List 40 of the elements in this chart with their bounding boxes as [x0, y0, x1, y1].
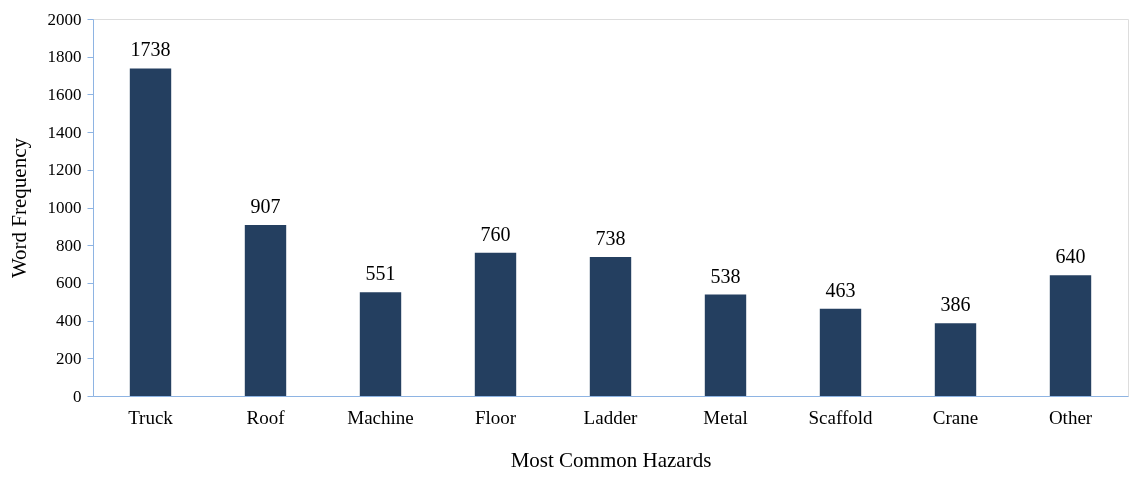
y-tick-label: 800 — [56, 235, 82, 255]
x-tick-label: Machine — [347, 406, 414, 428]
y-tick-label: 0 — [73, 386, 82, 406]
y-tick-label: 200 — [56, 348, 82, 368]
data-label: 1738 — [130, 38, 171, 61]
y-tick-label: 400 — [56, 311, 82, 331]
y-axis-title: Word Frequency — [6, 137, 31, 279]
x-tick-label: Ladder — [583, 406, 639, 428]
bar — [704, 294, 747, 396]
bar — [934, 323, 977, 396]
x-tick-label: Roof — [246, 406, 286, 428]
x-tick-label: Truck — [128, 406, 174, 428]
data-label: 640 — [1055, 245, 1086, 268]
x-tick-label: Crane — [932, 406, 979, 428]
data-label: 551 — [365, 262, 396, 285]
bar — [129, 68, 172, 396]
bar — [244, 225, 287, 396]
x-axis-title: Most Common Hazards — [510, 447, 712, 472]
y-tick-label: 600 — [56, 273, 82, 293]
data-label: 386 — [940, 293, 971, 316]
bar — [819, 308, 862, 396]
x-tick-label: Scaffold — [808, 406, 874, 428]
data-label: 738 — [595, 226, 626, 249]
x-tick-label: Metal — [703, 406, 748, 428]
bar — [359, 292, 402, 396]
x-tick-label: Floor — [474, 406, 517, 428]
y-tick-label: 1200 — [47, 160, 82, 180]
x-tick-label: Other — [1048, 406, 1093, 428]
y-tick-label: 2000 — [47, 9, 82, 29]
bar — [589, 256, 632, 396]
data-label: 538 — [710, 264, 741, 287]
bar — [474, 252, 517, 396]
y-tick-label: 1400 — [47, 122, 82, 142]
y-tick-label: 1800 — [47, 47, 82, 67]
data-label: 907 — [250, 195, 281, 218]
bar — [1049, 275, 1092, 396]
data-label: 760 — [480, 222, 511, 245]
y-tick-label: 1600 — [47, 84, 82, 104]
y-tick-label: 1000 — [47, 198, 82, 217]
data-label: 463 — [825, 278, 856, 301]
